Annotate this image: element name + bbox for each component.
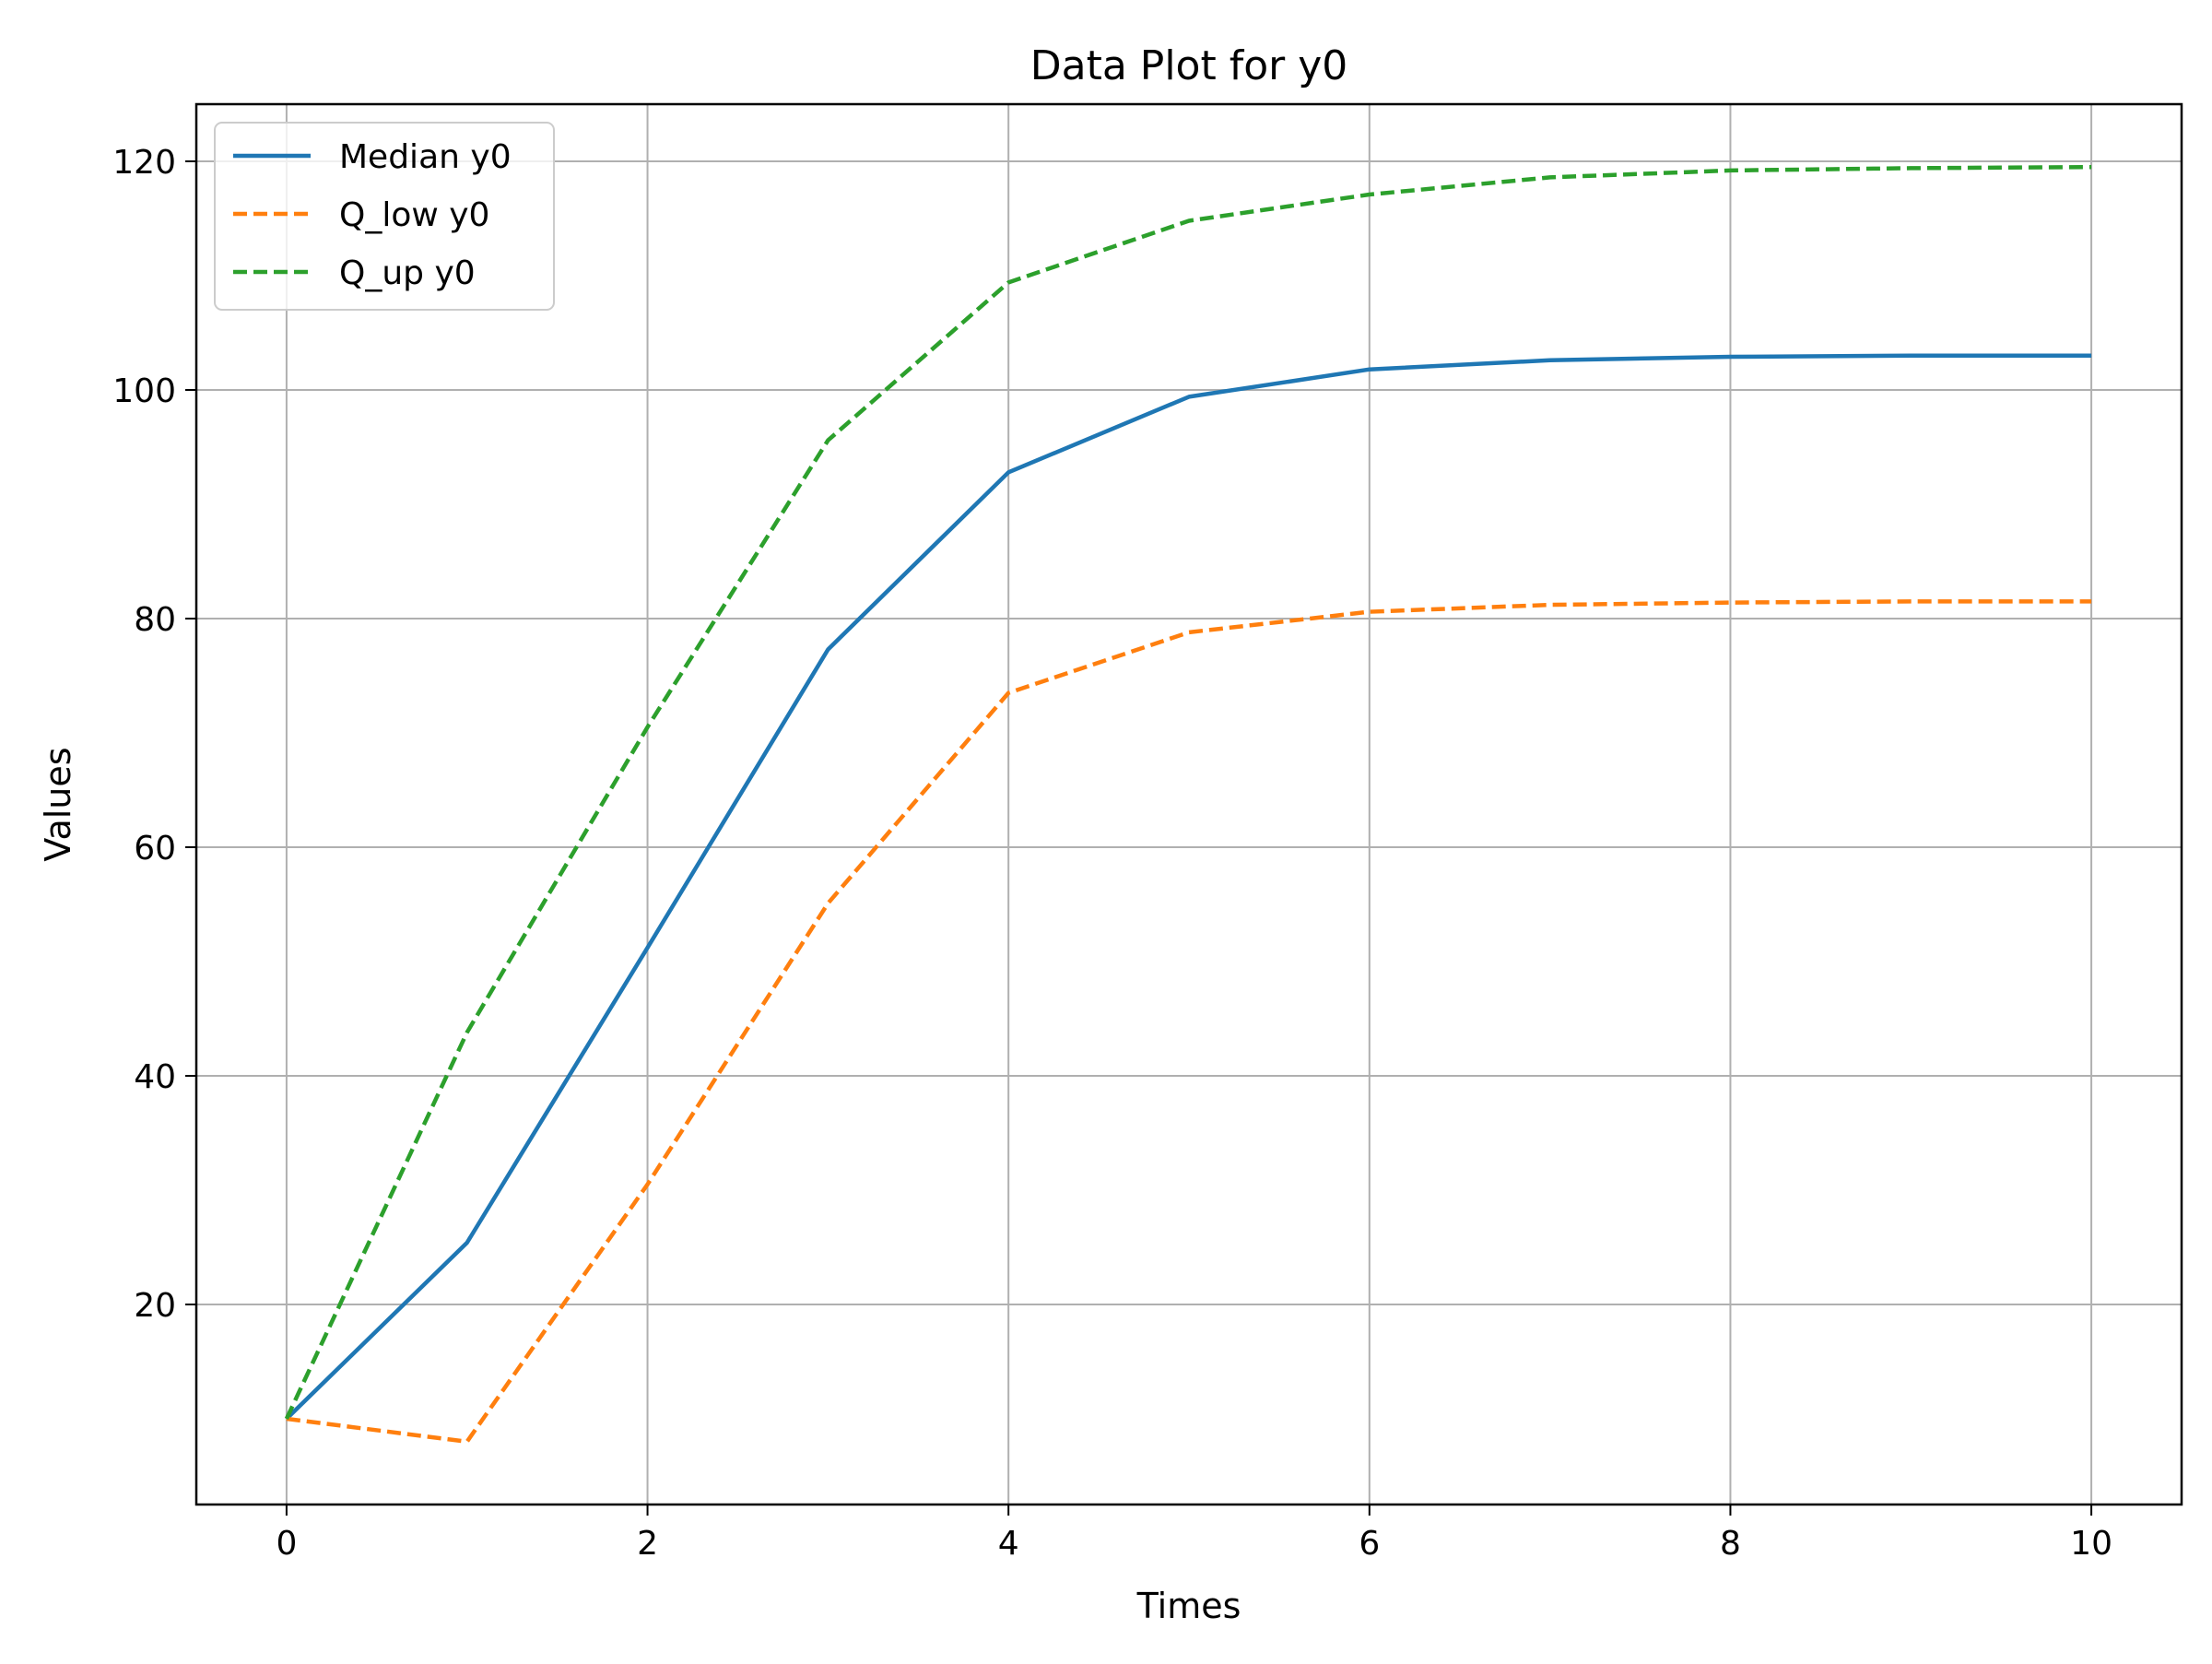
grid bbox=[196, 104, 2182, 1505]
legend-label: Q_low y0 bbox=[339, 196, 489, 234]
x-tick-label: 4 bbox=[998, 1525, 1019, 1563]
legend-label: Median y0 bbox=[339, 138, 512, 176]
y-tick-label: 40 bbox=[134, 1058, 176, 1096]
x-tick-label: 6 bbox=[1359, 1525, 1380, 1563]
x-axis-ticks: 0 2 4 6 8 10 bbox=[276, 1505, 2112, 1563]
y-tick-label: 120 bbox=[112, 144, 176, 182]
y-tick-label: 100 bbox=[112, 372, 176, 410]
y-tick-label: 80 bbox=[134, 601, 176, 639]
legend: Median y0 Q_low y0 Q_up y0 bbox=[214, 122, 555, 311]
x-tick-label: 8 bbox=[1720, 1525, 1741, 1563]
y-axis-ticks: 20 40 60 80 100 120 bbox=[112, 144, 196, 1325]
x-tick-label: 10 bbox=[2070, 1525, 2112, 1563]
x-tick-label: 0 bbox=[276, 1525, 297, 1563]
series-line-1 bbox=[286, 599, 2092, 1445]
series-lines bbox=[284, 164, 2092, 1445]
x-axis-label: Times bbox=[1136, 1586, 1241, 1626]
y-tick-label: 60 bbox=[134, 830, 176, 867]
plot-frame bbox=[194, 102, 2183, 1506]
x-tick-label: 2 bbox=[637, 1525, 658, 1563]
series-line-2 bbox=[284, 164, 2092, 1420]
chart-title: Data Plot for y0 bbox=[1030, 42, 1347, 89]
legend-label: Q_up y0 bbox=[339, 254, 476, 292]
y-axis-label: Values bbox=[38, 747, 78, 861]
legend-box bbox=[214, 122, 555, 311]
series-line-0 bbox=[285, 353, 2092, 1421]
y-tick-label: 20 bbox=[134, 1287, 176, 1325]
